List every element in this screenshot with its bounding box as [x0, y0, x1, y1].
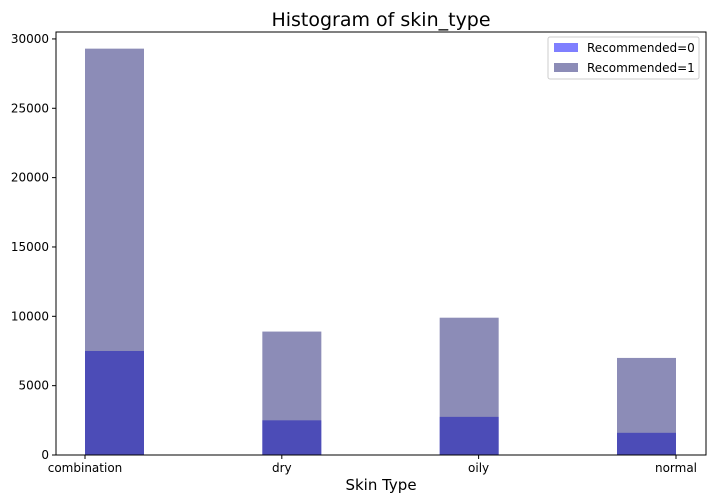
y-tick-label-6: 30000 — [11, 32, 49, 46]
x-tick-label-combination: combination — [48, 461, 123, 475]
y-tick-label-1: 5000 — [18, 379, 49, 393]
bar-1-combination — [85, 48, 144, 455]
plot-area — [55, 31, 707, 456]
x-axis: combination dry oily normal — [48, 455, 697, 475]
y-tick-label-4: 20000 — [11, 171, 49, 185]
plot-frame — [55, 31, 707, 456]
legend-label-recommended-1: Recommended=1 — [587, 61, 695, 75]
bar-1-oily — [439, 317, 499, 455]
chart-title: Histogram of skin_type — [271, 9, 490, 31]
x-tick-label-oily: oily — [468, 461, 489, 475]
bar-1-dry — [262, 331, 322, 455]
legend: Recommended=0 Recommended=1 — [547, 36, 700, 80]
y-axis: 0 5000 10000 15000 20000 25000 30000 — [11, 32, 56, 462]
legend-swatch-recommended-0 — [554, 43, 578, 52]
x-tick-label-normal: normal — [655, 461, 697, 475]
y-tick-label-3: 15000 — [11, 240, 49, 254]
legend-box — [547, 36, 700, 80]
x-axis-label: Skin Type — [345, 476, 416, 494]
legend-label-recommended-0: Recommended=0 — [587, 41, 695, 55]
bar-1-normal — [617, 357, 676, 455]
y-tick-label-5: 25000 — [11, 101, 49, 115]
y-tick-label-0: 0 — [41, 448, 49, 462]
y-tick-label-2: 10000 — [11, 309, 49, 323]
legend-swatch-recommended-1 — [554, 63, 578, 72]
bars — [85, 48, 676, 455]
x-tick-label-dry: dry — [272, 461, 292, 475]
